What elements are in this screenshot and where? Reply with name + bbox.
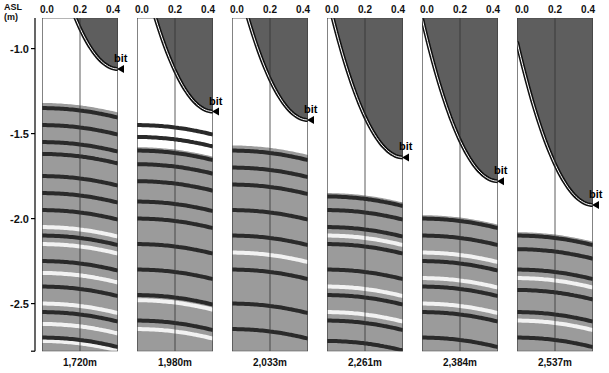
x-tick-label: 0.0: [325, 4, 339, 15]
panel-frame: [517, 18, 593, 351]
bit-marker: [402, 153, 409, 161]
panel-label: 1,980m: [158, 357, 192, 368]
panel-body: [327, 18, 403, 351]
x-tick-label: 0.4: [581, 4, 595, 15]
panel-frame: [327, 18, 403, 351]
y-axis-line: [34, 18, 35, 351]
y-tick-label: -2.5: [10, 298, 29, 310]
bit-label: bit: [114, 52, 128, 64]
panel-body: [137, 18, 213, 351]
panel-label: 2,384m: [443, 357, 477, 368]
panel-label: 2,261m: [348, 357, 382, 368]
panel: 0.0 0.2 0.4 bit 2,537m: [515, 4, 603, 368]
panel-frame: [42, 18, 118, 351]
x-tick-label: 0.2: [73, 4, 87, 15]
x-tick-label: 0.2: [168, 4, 182, 15]
bit-label: bit: [589, 188, 603, 200]
panel: 0.0 0.2 0.4 bit 2,033m: [230, 0, 318, 368]
bit-label: bit: [399, 140, 413, 152]
panel-label: 2,537m: [538, 357, 572, 368]
x-tick-label: 0.4: [486, 4, 500, 15]
panel-body: [422, 18, 498, 351]
panel-body: [42, 18, 118, 351]
panel-label: 1,720m: [63, 357, 97, 368]
panel-label: 2,033m: [253, 357, 287, 368]
panel-frame: [422, 18, 498, 351]
y-tick: [31, 218, 35, 219]
grid-line: [175, 18, 176, 351]
y-tick: [31, 133, 35, 134]
y-axis: -1.0 -1.5 -2.0 -2.5 ASL(m): [4, 2, 35, 351]
panel-body: [517, 18, 593, 351]
y-axis-end: [31, 351, 35, 352]
x-tick-label: 0.0: [230, 4, 244, 15]
panel-body: [232, 18, 308, 351]
bit-marker: [307, 116, 314, 124]
bit-marker: [497, 177, 504, 185]
panel-frame: [137, 18, 213, 351]
bit-label: bit: [209, 95, 223, 107]
grid-line: [460, 18, 461, 351]
grid-line: [80, 18, 81, 351]
x-tick-label: 0.2: [358, 4, 372, 15]
x-tick-label: 0.4: [201, 4, 215, 15]
y-tick-label: -1.5: [10, 128, 29, 140]
x-tick-label: 0.0: [420, 4, 434, 15]
panel: 0.0 0.2 0.4 bit 1,980m: [135, 0, 223, 368]
x-tick-label: 0.4: [296, 4, 310, 15]
panel-frame: [232, 18, 308, 351]
x-tick-label: 0.4: [106, 4, 120, 15]
bit-marker: [592, 201, 599, 209]
grid-line: [365, 18, 366, 351]
bit-label: bit: [494, 164, 508, 176]
x-tick-label: 0.0: [40, 4, 54, 15]
x-tick-label: 0.2: [263, 4, 277, 15]
y-axis-label-line: ASL: [4, 2, 23, 12]
figure: -1.0 -1.5 -2.0 -2.5 ASL(m) 0.0 0.2 0.4 bit 1,720m…: [0, 0, 609, 373]
y-axis-label-line: (m): [4, 12, 18, 22]
y-tick: [31, 48, 35, 49]
y-tick-label: -1.0: [10, 43, 29, 55]
x-tick-label: 0.4: [391, 4, 405, 15]
y-axis-label: ASL(m): [4, 2, 23, 22]
bit-marker: [117, 65, 124, 73]
bit-label: bit: [304, 103, 318, 115]
grid-line: [270, 18, 271, 351]
panel: 0.0 0.2 0.4 bit 2,261m: [325, 0, 413, 368]
x-tick-label: 0.0: [515, 4, 529, 15]
bit-marker: [212, 108, 219, 116]
grid-line: [555, 18, 556, 351]
panel: 0.0 0.2 0.4 bit 1,720m: [40, 0, 128, 368]
y-tick: [31, 303, 35, 304]
y-tick-label: -2.0: [10, 213, 29, 225]
x-tick-label: 0.2: [453, 4, 467, 15]
panel: 0.0 0.2 0.4 bit 2,384m: [420, 4, 508, 368]
x-tick-label: 0.2: [548, 4, 562, 15]
x-tick-label: 0.0: [135, 4, 149, 15]
